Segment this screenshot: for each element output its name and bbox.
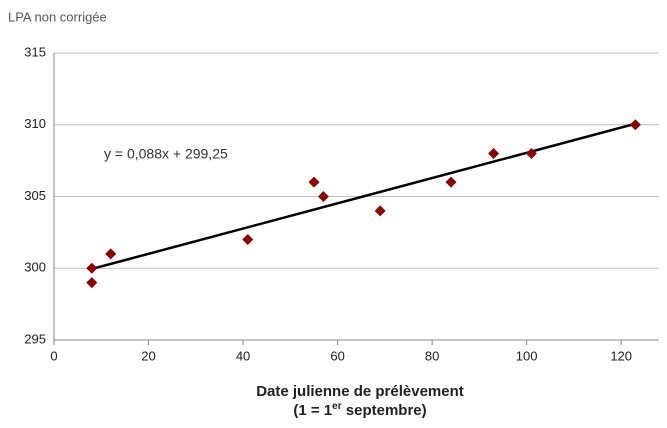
point xyxy=(86,277,98,289)
trendline xyxy=(91,122,636,271)
x-axis-label-2: (1 = 1er septembre) xyxy=(293,401,426,419)
trendline-equation: y = 0,088x + 299,25 xyxy=(104,146,228,162)
point xyxy=(525,147,537,159)
y-tick-label: 315 xyxy=(24,44,46,59)
x-tick-label: 100 xyxy=(516,348,538,363)
point xyxy=(308,176,320,188)
point xyxy=(488,147,500,159)
point xyxy=(242,234,254,246)
y-axis-label: LPA non corrigée xyxy=(8,9,107,24)
point xyxy=(374,205,386,217)
x-axis-label: Date julienne de prélèvement xyxy=(256,383,464,400)
label-sup: er xyxy=(332,401,342,412)
x-tick-label: 40 xyxy=(236,348,250,363)
y-tick-label: 295 xyxy=(24,331,46,346)
point xyxy=(445,176,457,188)
label-part: septembre) xyxy=(342,402,427,419)
y-tick-label: 300 xyxy=(24,260,46,275)
point xyxy=(86,262,98,274)
x-tick-label: 120 xyxy=(610,348,632,363)
y-tick-label: 305 xyxy=(24,188,46,203)
x-tick-label: 60 xyxy=(330,348,344,363)
y-tick-label: 310 xyxy=(24,116,46,131)
label-part: (1 = 1 xyxy=(293,402,332,419)
point xyxy=(629,119,641,131)
x-tick-label: 20 xyxy=(141,348,155,363)
point xyxy=(105,248,117,260)
x-tick-label: 80 xyxy=(425,348,439,363)
x-tick-label: 0 xyxy=(50,348,57,363)
point xyxy=(317,191,329,202)
